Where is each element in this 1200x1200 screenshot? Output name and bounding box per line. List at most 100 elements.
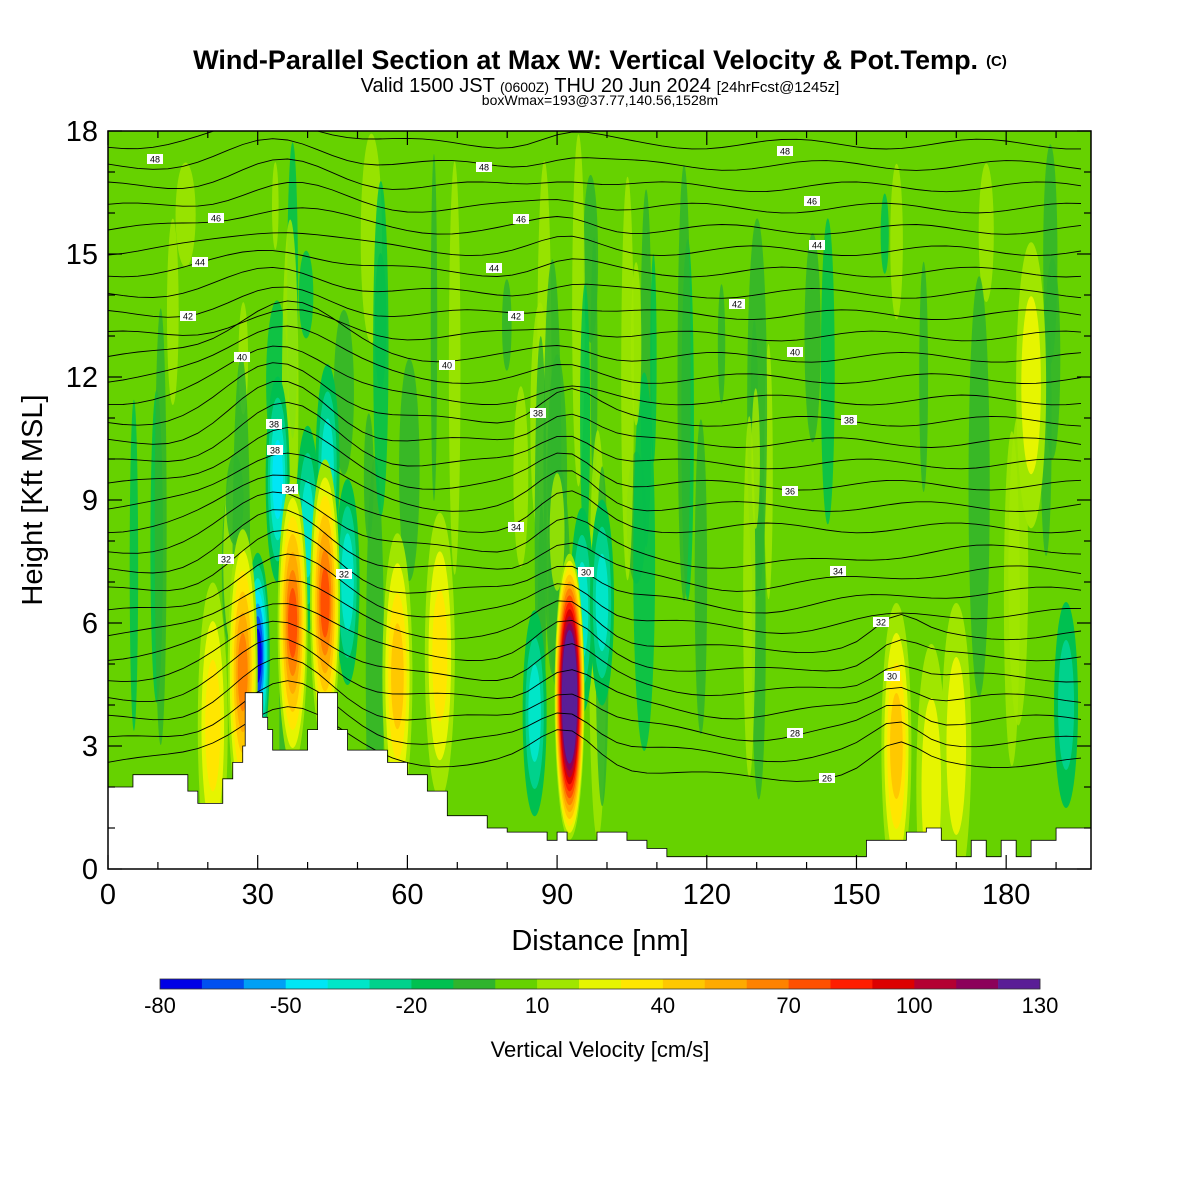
colorbar-frame [159, 978, 1041, 990]
updraft-cell [1021, 296, 1041, 475]
colorbar-swatch [243, 979, 287, 989]
theta-label-box [841, 415, 857, 425]
updraft-cell [320, 567, 330, 638]
colorbar-tick-label: 40 [651, 993, 675, 1018]
isentrope-line [108, 620, 1082, 697]
colorbar-swatch [285, 979, 328, 989]
colorbar-swatch [579, 979, 622, 989]
theta-label: 42 [732, 300, 742, 310]
velocity-streak [549, 473, 565, 591]
isentrope-line [108, 474, 1082, 534]
y-tick-label: 3 [82, 731, 98, 763]
y-tick-label: 0 [82, 854, 98, 886]
theta-label-box [147, 154, 163, 164]
theta-label: 30 [581, 568, 591, 578]
colorbar-swatch [662, 979, 706, 989]
chart-subtitle: Valid 1500 JST (0600Z) THU 20 Jun 2024 [… [361, 75, 840, 97]
theta-label: 32 [221, 555, 231, 565]
velocity-streak [502, 279, 512, 371]
isentrope-line [108, 182, 1082, 214]
vertical-velocity-field [129, 133, 1061, 869]
isentrope-line [108, 232, 1082, 257]
chart-title: Wind-Parallel Section at Max W: Vertical… [193, 45, 1007, 75]
theta-label-box [578, 567, 594, 577]
theta-label: 34 [285, 485, 295, 495]
velocity-streak [166, 218, 179, 406]
theta-label: 34 [833, 567, 843, 577]
theta-label-box [530, 408, 546, 418]
theta-label-box [282, 484, 298, 494]
velocity-streak [650, 253, 657, 463]
colorbar-tick-label: 130 [1022, 993, 1059, 1018]
potential-temperature-contours [108, 131, 1082, 782]
theta-label: 26 [822, 774, 832, 784]
isentrope-line [108, 706, 1082, 782]
y-tick-label: 12 [66, 362, 98, 394]
theta-label-box [208, 213, 224, 223]
subtitle-valid: Valid 1500 JST [361, 75, 495, 97]
chart-title-main: Wind-Parallel Section at Max W: Vertical… [193, 45, 978, 75]
theta-label-box [508, 311, 524, 321]
velocity-streak [890, 163, 903, 320]
velocity-streak [968, 276, 990, 697]
theta-label: 48 [150, 155, 160, 165]
theta-label: 28 [790, 729, 800, 739]
theta-label-box [782, 486, 798, 496]
colorbar-swatch [914, 979, 957, 989]
isentrope-line [108, 380, 1082, 448]
theta-label: 42 [183, 312, 193, 322]
y-tick-label: 9 [82, 485, 98, 517]
isentrope-line [108, 362, 1082, 427]
x-tick-label: 180 [982, 879, 1030, 911]
velocity-streak [175, 162, 196, 268]
isentrope-line [108, 680, 1082, 763]
isentrope-line [108, 603, 1082, 672]
isentrope-line [108, 529, 1082, 614]
velocity-streak [298, 250, 314, 339]
theta-label-box [266, 419, 282, 429]
colorbar-swatch [411, 979, 454, 989]
y-tick-label: 15 [66, 239, 98, 271]
isentrope-line [108, 158, 1082, 193]
colorbar-swatch [704, 979, 747, 989]
theta-label: 40 [237, 353, 247, 363]
theta-label-box [729, 299, 745, 309]
vertical-velocity-cells [197, 242, 1079, 869]
isentrope-line [108, 657, 1082, 742]
velocity-streak [751, 388, 760, 529]
velocity-streak [272, 162, 279, 250]
theta-label-box [809, 240, 825, 250]
theta-label-box [486, 263, 502, 273]
isentrope-line [108, 266, 1082, 299]
velocity-streak [621, 176, 634, 581]
theta-label-box [476, 162, 492, 172]
theta-label-box [439, 360, 455, 370]
velocity-streak [919, 261, 929, 492]
colorbar-swatch [201, 979, 245, 989]
colorbar-tick-label: -80 [144, 993, 176, 1018]
theta-label: 46 [516, 215, 526, 225]
isentrope-line [108, 637, 1082, 720]
isentrope-line [108, 138, 1082, 171]
isentrope-line [108, 131, 1081, 150]
downdraft-cell [595, 553, 609, 652]
subtitle-utc: (0600Z) [500, 79, 549, 95]
theta-label-box [787, 728, 803, 738]
theta-label-box [804, 196, 820, 206]
colorbar-swatch [620, 979, 664, 989]
colorbar-swatch [453, 979, 496, 989]
colorbar-tick-label: -20 [396, 993, 428, 1018]
isentrope-line [108, 300, 1082, 363]
x-tick-label: 90 [541, 879, 573, 911]
colorbar-swatch [327, 979, 370, 989]
theta-label-box [267, 445, 283, 455]
theta-label: 44 [489, 264, 499, 274]
downdraft-cell [341, 533, 354, 631]
theta-label-box [830, 566, 846, 576]
isentrope-line [108, 426, 1082, 491]
velocity-streak [129, 399, 139, 731]
velocity-streak [633, 372, 656, 751]
downdraft-cell [528, 664, 541, 762]
